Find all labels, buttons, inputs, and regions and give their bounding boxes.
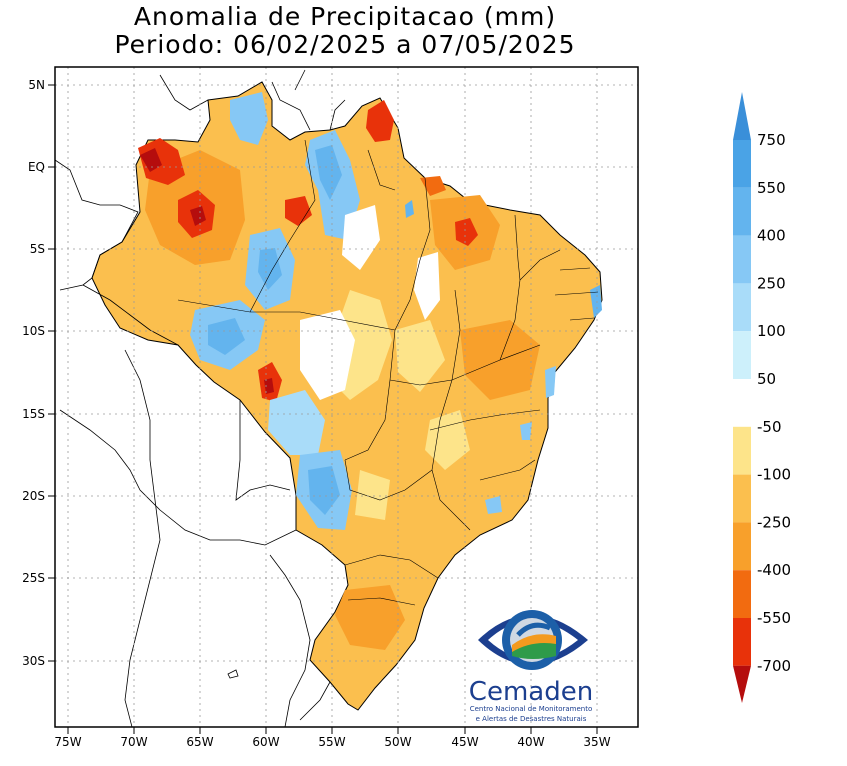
legend-label: 50 [757,370,776,388]
logo-line1: Centro Nacional de Monitoramento [470,705,593,713]
legend-swatch [733,92,751,140]
legend-swatch [733,522,751,571]
map-frame [54,66,639,728]
lat-label: 5S [30,242,45,256]
lat-label: 20S [22,489,45,503]
legend-label: -400 [757,561,791,579]
lon-label: 65W [186,735,213,749]
lon-label: 45W [451,735,478,749]
lon-label: 35W [583,735,610,749]
legend-label: -550 [757,609,791,627]
lat-label: 15S [22,407,45,421]
lat-label: 25S [22,571,45,585]
legend-label: 550 [757,179,786,197]
lon-label: 40W [517,735,544,749]
legend-swatch [733,570,751,618]
legend-swatch [733,618,751,666]
legend-swatch [733,665,751,703]
legend-swatch [733,140,751,188]
legend-swatch [733,331,751,379]
legend-swatch [733,379,751,427]
map-title: Anomalia de Precipitacao (mm) [133,2,557,31]
legend-swatch [733,426,751,475]
legend-label: -250 [757,513,791,531]
legend-swatch [733,283,751,332]
map-subtitle: Periodo: 06/02/2025 a 07/05/2025 [114,30,576,59]
lat-label: 5N [28,78,45,92]
logo-name: Cemaden [469,677,593,707]
lon-label: 70W [120,735,147,749]
legend-label: 400 [757,227,786,245]
legend-label: 100 [757,322,786,340]
lat-label: EQ [28,160,45,174]
legend-label: -50 [757,418,782,436]
lon-label: 50W [384,735,411,749]
lon-label: 55W [318,735,345,749]
cemaden-logo: Cemaden Centro Nacional de Monitoramento… [469,610,593,723]
legend-label: -700 [757,657,791,675]
legend-label: 750 [757,131,786,149]
lat-label: 10S [22,324,45,338]
legend-label: -100 [757,466,791,484]
legend-swatch [733,235,751,284]
logo-line2: e Alertas de Desastres Naturais [476,715,587,723]
legend-label: 250 [757,274,786,292]
lat-label: 30S [22,654,45,668]
legend-swatch [733,187,751,236]
lon-label: 75W [54,735,81,749]
legend-swatch [733,474,751,523]
lon-label: 60W [252,735,279,749]
